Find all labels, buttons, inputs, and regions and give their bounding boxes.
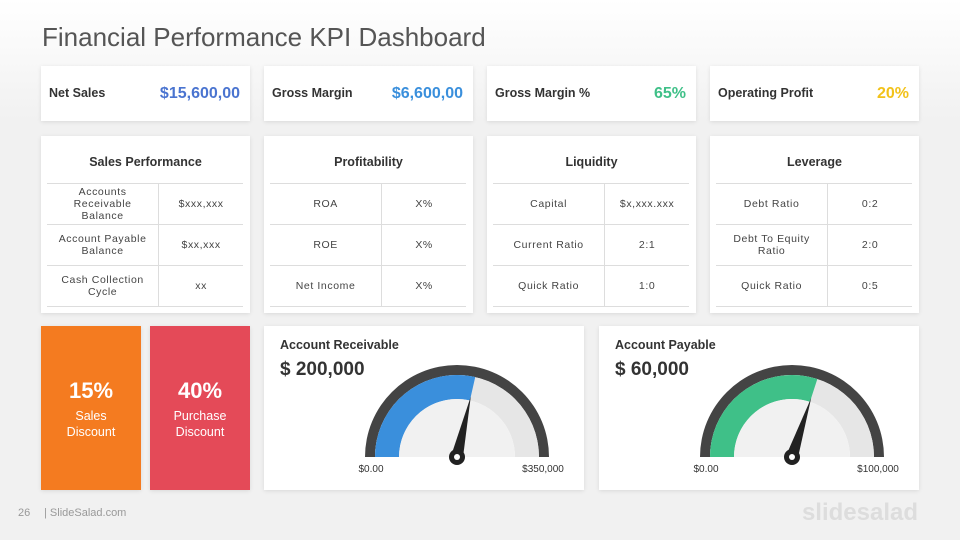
gauge-min: $0.00 xyxy=(693,464,718,475)
kpi-label: Net Sales xyxy=(49,86,106,100)
table: Debt Ratio 0:2 Debt To Equity Ratio 2:0 Quic… xyxy=(716,183,912,307)
gauge: $0.00 $100,000 xyxy=(693,365,899,475)
table-title: Profitability xyxy=(334,155,403,169)
kpi-card: Gross Margin % 65% xyxy=(487,66,696,121)
table-cell: Quick Ratio xyxy=(716,265,829,307)
kpi-card: Net Sales $15,600,00 xyxy=(41,66,250,121)
table-cell: Cash Collection Cycle xyxy=(47,265,160,307)
table-cell: Accounts Receivable Balance xyxy=(47,183,160,225)
table: Capital $x,xxx.xxx Current Ratio 2:1 Quick R… xyxy=(493,183,689,307)
kpi-label: Operating Profit xyxy=(718,86,814,100)
gauge-card: Account Receivable $ 200,000 $0.00 $350,000 xyxy=(264,326,584,490)
table-cell: ROA xyxy=(270,183,383,225)
needle-dot xyxy=(454,454,460,460)
site: | SlideSalad.com xyxy=(44,507,127,519)
table-cell: 2:1 xyxy=(604,224,689,266)
table-row: Cash Collection Cycle xx xyxy=(47,265,243,307)
table-title: Sales Performance xyxy=(89,155,202,169)
gauge-ring xyxy=(365,365,549,457)
discount-tile: 40% Purchase Discount xyxy=(150,326,250,490)
gauge-card: Account Payable $ 60,000 $0.00 $100,000 xyxy=(599,326,919,490)
table-cell: xx xyxy=(158,265,243,307)
kpi-value: 65% xyxy=(653,85,686,102)
table-cell: $xx,xxx xyxy=(158,224,243,266)
table-cell: 1:0 xyxy=(604,265,689,307)
table-cell: Net Income xyxy=(270,265,383,307)
title: Financial Performance KPI Dashboard xyxy=(42,22,486,52)
gauge-max: $100,000 xyxy=(857,464,899,475)
table-card: Sales Performance Accounts Receivable Bal… xyxy=(41,136,250,313)
table-card: Profitability ROA X% ROE X% Net Income X% xyxy=(264,136,473,313)
discount-value: 15% xyxy=(68,378,114,403)
discount-tile: 15% Sales Discount xyxy=(41,326,141,490)
gauge-min: $0.00 xyxy=(358,464,383,475)
gauge-fill xyxy=(375,375,476,457)
table-cell: $x,xxx.xxx xyxy=(604,183,689,225)
page-number: 26 xyxy=(18,507,31,519)
gauge-inner xyxy=(734,399,850,457)
table-title: Leverage xyxy=(787,155,842,169)
discount-label: Purchase Discount xyxy=(173,409,227,439)
gauge-inner xyxy=(399,399,515,457)
table-row: Quick Ratio 0:5 xyxy=(716,265,912,307)
gauge-title: Account Payable xyxy=(615,338,716,352)
gauge-title: Account Receivable xyxy=(280,338,399,352)
discount-value: 40% xyxy=(177,378,223,403)
table-cell: $xxx,xxx xyxy=(158,183,243,225)
table-cell: Account Payable Balance xyxy=(47,224,160,266)
table-cell: Current Ratio xyxy=(493,224,606,266)
table-row: Quick Ratio 1:0 xyxy=(493,265,689,307)
kpi-value: $6,600,00 xyxy=(391,85,463,102)
table-cell: ROE xyxy=(270,224,383,266)
table-row: ROA X% xyxy=(270,183,466,225)
table-row: Account Payable Balance $xx,xxx xyxy=(47,224,243,266)
table-cell: 2:0 xyxy=(827,224,912,266)
kpi-card: Operating Profit 20% xyxy=(710,66,919,121)
gauge-value: $ 60,000 xyxy=(615,359,689,380)
kpi-label: Gross Margin % xyxy=(495,86,591,100)
table-cell: Quick Ratio xyxy=(493,265,606,307)
table-row: Net Income X% xyxy=(270,265,466,307)
table-cell: 0:5 xyxy=(827,265,912,307)
table: Accounts Receivable Balance $xxx,xxx Accou… xyxy=(47,183,243,307)
table-cell: Debt To Equity Ratio xyxy=(716,224,829,266)
table-row: Debt To Equity Ratio 2:0 xyxy=(716,224,912,266)
table-card: Leverage Debt Ratio 0:2 Debt To Equity Rati… xyxy=(710,136,919,313)
table-row: Capital $x,xxx.xxx xyxy=(493,183,689,225)
table-row: Debt Ratio 0:2 xyxy=(716,183,912,225)
table-cell: Capital xyxy=(493,183,606,225)
kpi-label: Gross Margin xyxy=(272,86,353,100)
table-cell: X% xyxy=(381,265,466,307)
table: ROA X% ROE X% Net Income X% xyxy=(270,183,466,307)
needle-dot xyxy=(789,454,795,460)
table-cell: X% xyxy=(381,183,466,225)
table-row: Accounts Receivable Balance $xxx,xxx xyxy=(47,183,243,225)
table-cell: Debt Ratio xyxy=(716,183,829,225)
gauge-ring xyxy=(700,365,884,457)
gauge-value: $ 200,000 xyxy=(280,359,365,380)
kpi-value: $15,600,00 xyxy=(159,85,240,102)
gauge: $0.00 $350,000 xyxy=(358,365,564,475)
kpi-value: 20% xyxy=(876,85,909,102)
gauge-fill xyxy=(710,375,818,457)
kpi-card: Gross Margin $6,600,00 xyxy=(264,66,473,121)
logo: slidesalad xyxy=(801,499,918,526)
gauge-needle xyxy=(786,398,812,459)
table-card: Liquidity Capital $x,xxx.xxx Current Ratio 2… xyxy=(487,136,696,313)
table-title: Liquidity xyxy=(565,155,618,169)
table-row: Current Ratio 2:1 xyxy=(493,224,689,266)
table-cell: X% xyxy=(381,224,466,266)
gauge-needle xyxy=(451,396,471,459)
table-row: ROE X% xyxy=(270,224,466,266)
discount-label: Sales Discount xyxy=(66,409,116,439)
gauge-max: $350,000 xyxy=(522,464,564,475)
table-cell: 0:2 xyxy=(827,183,912,225)
